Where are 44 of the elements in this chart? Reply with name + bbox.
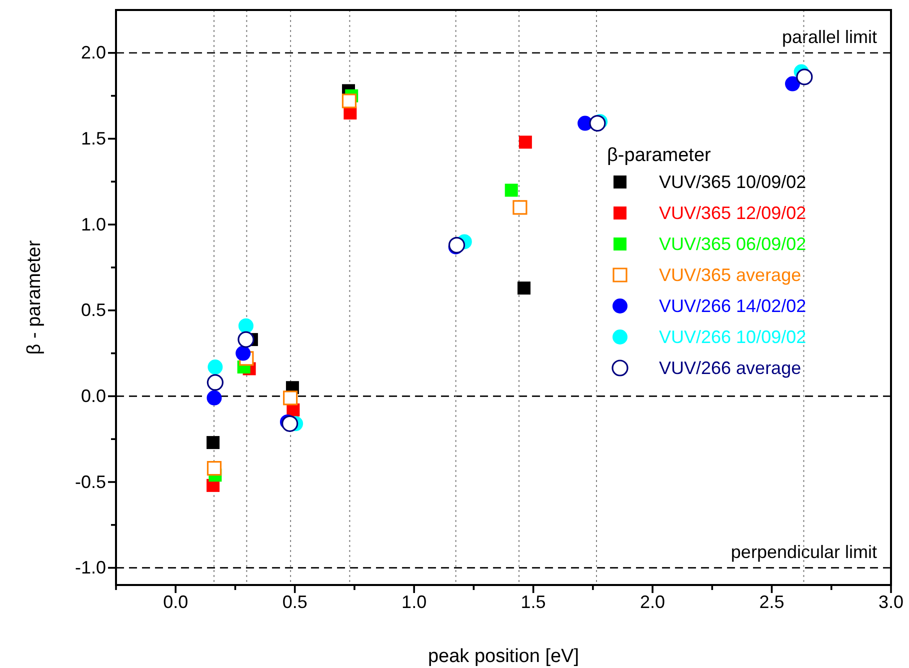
point: [512, 200, 528, 215]
point: [518, 136, 532, 149]
point: [282, 415, 298, 432]
y-tick-label: 0.0: [80, 386, 106, 406]
x-tick-label: 1.5: [520, 592, 546, 612]
point: [238, 318, 254, 334]
point: [504, 184, 518, 197]
point: [206, 460, 222, 476]
point: [206, 390, 222, 406]
x-tick-label: 3.0: [878, 592, 904, 612]
point: [236, 346, 251, 361]
x-axis-title: peak position [eV]: [428, 646, 580, 667]
x-tick-label: 0.0: [163, 592, 188, 612]
point: [785, 76, 800, 92]
x-tick-label: 0.5: [282, 592, 308, 612]
legend-label: VUV/365 12/09/02: [659, 203, 806, 223]
point: [448, 236, 466, 254]
legend-label: VUV/365 average: [659, 265, 802, 285]
y-tick-label: 2.0: [80, 42, 106, 63]
y-tick-label: -0.5: [74, 472, 106, 492]
y-tick-label: 1.0: [80, 214, 106, 234]
legend-label: VUV/365 06/09/02: [659, 234, 806, 254]
ref-line-label: parallel limit: [782, 26, 877, 47]
x-tick-label: 1.0: [402, 592, 427, 612]
y-axis-title: β - parameter: [24, 240, 45, 355]
point: [208, 360, 223, 374]
y-tick-label: -1.0: [74, 558, 106, 578]
ref-line-label: perpendicular limit: [730, 542, 877, 562]
point: [518, 282, 531, 295]
legend-title: β-parameter: [607, 145, 712, 166]
point: [206, 436, 220, 450]
x-tick-label: 2.5: [759, 592, 784, 612]
point: [342, 94, 357, 108]
legend-label: VUV/266 average: [659, 358, 802, 378]
x-tick-label: 2.0: [640, 592, 666, 612]
y-tick-label: 0.5: [80, 300, 106, 320]
point: [238, 331, 254, 348]
point: [589, 115, 606, 132]
y-tick-label: 1.5: [80, 128, 106, 148]
point: [796, 68, 813, 86]
legend-label: VUV/365 10/09/02: [659, 172, 806, 192]
legend-label: VUV/266 10/09/02: [659, 327, 806, 347]
legend-label: VUV/266 14/02/02: [659, 296, 806, 316]
point: [283, 390, 298, 406]
